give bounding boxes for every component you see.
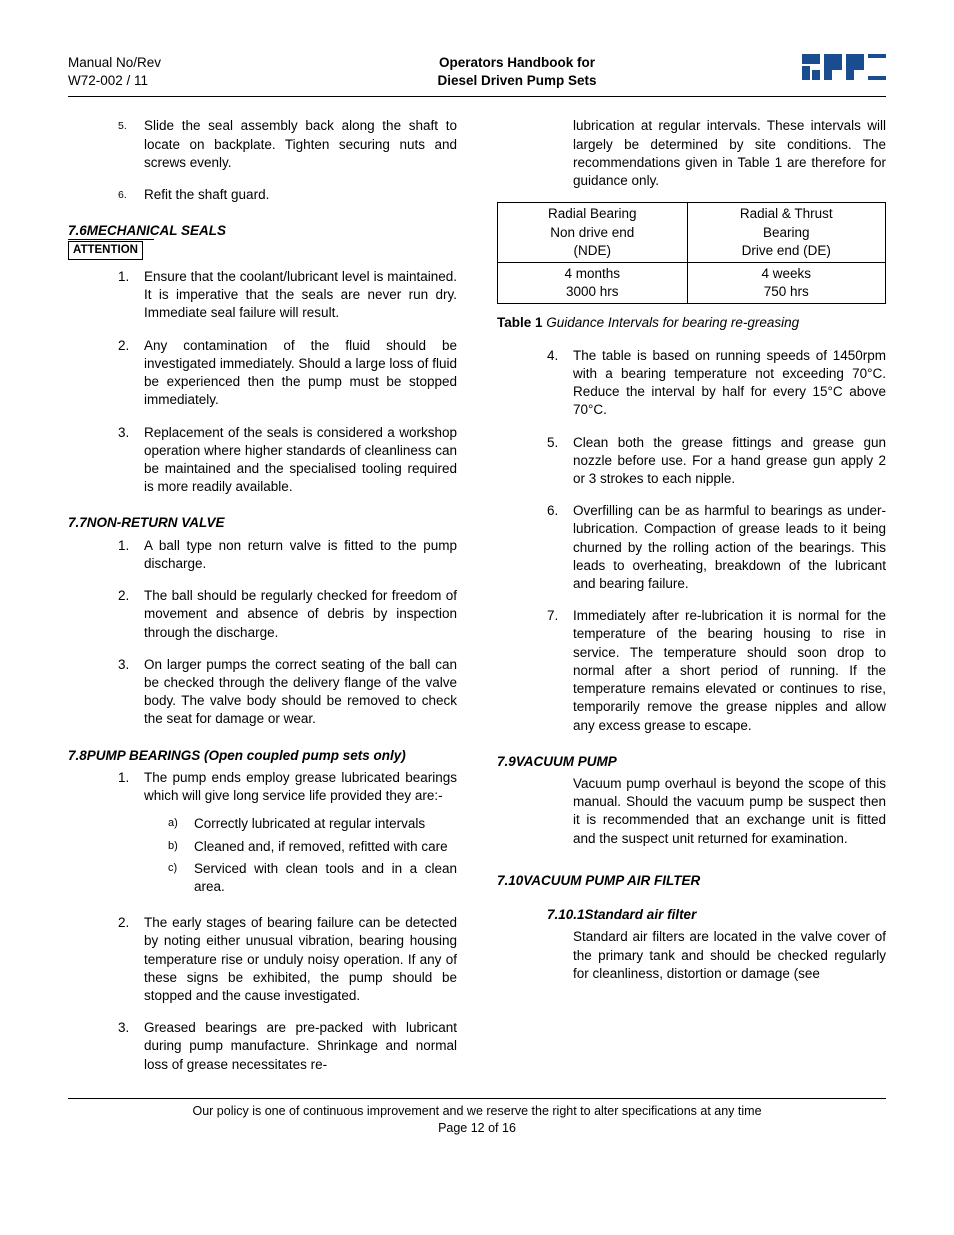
list-item: 2.The early stages of bearing failure ca… [118,914,457,1005]
list-item: 6.Overfilling can be as harmful to beari… [547,502,886,593]
section-7-10-heading: 7.10VACUUM PUMP AIR FILTER [497,872,886,890]
table-caption: Table 1 Guidance Intervals for bearing r… [497,314,886,332]
spp-logo-icon [802,54,886,80]
page-number: Page 12 of 16 [68,1120,886,1137]
section-7-10-1-heading: 7.10.1Standard air filter [547,906,886,924]
list-item: a)Correctly lubricated at regular interv… [168,815,457,833]
list-item: 2.Any contamination of the fluid should … [118,337,457,410]
footer-policy: Our policy is one of continuous improvem… [68,1103,886,1120]
sub-list: a)Correctly lubricated at regular interv… [168,815,457,896]
list-item: 1.Ensure that the coolant/lubricant leve… [118,268,457,323]
list-item: 6.Refit the shaft guard. [118,186,457,204]
list-item: c)Serviced with clean tools and in a cle… [168,860,457,896]
section-7-8-list-left: 1. The pump ends employ grease lubricate… [118,769,457,1074]
list-item: 1.A ball type non return valve is fitted… [118,537,457,573]
list-item: 5.Clean both the grease fittings and gre… [547,434,886,489]
section-7-8-list-right: 4.The table is based on running speeds o… [547,347,886,735]
right-column: lubrication at regular intervals. These … [497,117,886,1073]
logo [766,54,886,80]
list-item: 4.The table is based on running speeds o… [547,347,886,420]
heading-underline [68,239,154,240]
section-7-10-1-text: Standard air filters are located in the … [573,928,886,983]
table-row: 4 months 3000 hrs 4 weeks 750 hrs [498,262,886,303]
bearing-table: Radial Bearing Non drive end (NDE) Radia… [497,202,886,304]
list-item: b)Cleaned and, if removed, refitted with… [168,838,457,856]
section-7-8-heading: 7.8PUMP BEARINGS (Open coupled pump sets… [68,747,457,765]
header-left: Manual No/Rev W72-002 / 11 [68,54,268,90]
table-cell: 4 weeks 750 hrs [687,262,885,303]
section-7-6-list: 1.Ensure that the coolant/lubricant leve… [118,268,457,496]
attention-box: ATTENTION [68,241,143,261]
list-item: 7.Immediately after re-lubrication it is… [547,607,886,735]
list-item: 3.Greased bearings are pre-packed with l… [118,1019,457,1074]
continuation-text: lubrication at regular intervals. These … [573,117,886,190]
manual-no-label: Manual No/Rev [68,54,268,72]
section-7-6-heading: 7.6MECHANICAL SEALS ATTENTION [68,222,457,260]
table-cell: Radial & Thrust Bearing Drive end (DE) [687,203,885,263]
prev-section-list: 5.Slide the seal assembly back along the… [118,117,457,204]
table-cell: 4 months 3000 hrs [498,262,688,303]
header-title: Operators Handbook for Diesel Driven Pum… [268,54,766,90]
list-item: 3.On larger pumps the correct seating of… [118,656,457,729]
list-item: 1. The pump ends employ grease lubricate… [118,769,457,900]
content-columns: 5.Slide the seal assembly back along the… [68,117,886,1073]
left-column: 5.Slide the seal assembly back along the… [68,117,457,1073]
page-footer: Our policy is one of continuous improvem… [68,1098,886,1137]
list-item: 5.Slide the seal assembly back along the… [118,117,457,172]
section-7-9-heading: 7.9VACUUM PUMP [497,753,886,771]
table-row: Radial Bearing Non drive end (NDE) Radia… [498,203,886,263]
section-7-7-heading: 7.7NON-RETURN VALVE [68,514,457,532]
manual-no-value: W72-002 / 11 [68,72,268,90]
section-7-7-list: 1.A ball type non return valve is fitted… [118,537,457,729]
section-7-9-text: Vacuum pump overhaul is beyond the scope… [573,775,886,848]
table-cell: Radial Bearing Non drive end (NDE) [498,203,688,263]
list-item: 2.The ball should be regularly checked f… [118,587,457,642]
list-item: 3.Replacement of the seals is considered… [118,424,457,497]
page-header: Manual No/Rev W72-002 / 11 Operators Han… [68,54,886,97]
